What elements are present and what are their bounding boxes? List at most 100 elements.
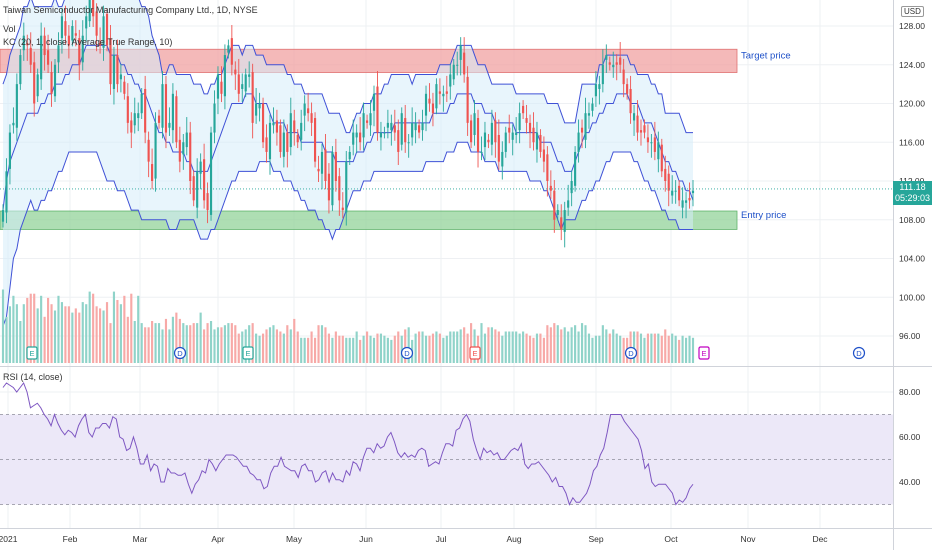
candle-body: [504, 132, 507, 152]
volume-bar: [528, 335, 532, 363]
volume-layer: [1, 289, 695, 363]
candle-body: [341, 207, 344, 211]
volume-bar: [369, 335, 372, 363]
volume-bar: [147, 327, 150, 363]
candle-body: [88, 0, 91, 22]
volume-bar: [601, 325, 604, 363]
volume-bar: [352, 337, 355, 363]
candle-body: [546, 154, 549, 181]
candle-body: [47, 50, 50, 65]
volume-bar: [81, 302, 84, 363]
volume-bar: [133, 321, 136, 363]
candle-body: [109, 38, 112, 85]
candle-body: [244, 74, 247, 92]
candle-body: [594, 84, 597, 97]
price-tick-label: 128.00: [899, 21, 925, 31]
candle-body: [324, 149, 327, 181]
volume-bar: [681, 335, 684, 363]
candle-body: [553, 190, 556, 220]
volume-bar: [216, 327, 220, 363]
volume-bar: [154, 323, 157, 363]
candle-body: [535, 132, 539, 150]
candle-body: [404, 118, 407, 143]
candle-body: [480, 151, 483, 153]
candle-body: [428, 98, 431, 104]
candle-body: [293, 120, 296, 133]
last-price-badge: 111.18 05:29:03: [893, 181, 932, 205]
volume-bar: [78, 312, 81, 363]
candle-body: [241, 84, 244, 89]
volume-bar: [109, 323, 112, 363]
candle-body: [518, 113, 521, 131]
candle-body: [265, 137, 268, 152]
candle-body: [279, 125, 282, 152]
volume-bar: [203, 329, 206, 363]
volume-bar: [327, 333, 331, 363]
candle-body: [508, 127, 511, 133]
candle-body: [619, 57, 622, 65]
candle-body: [577, 132, 580, 152]
time-tick-label: 2021: [0, 534, 18, 544]
candle-body: [470, 120, 473, 143]
candle-body: [667, 173, 670, 191]
candle-body: [36, 74, 39, 97]
candle-body: [196, 171, 199, 208]
volume-bar: [684, 337, 688, 363]
candle-body: [164, 84, 168, 133]
candle-body: [331, 151, 334, 206]
volume-bar: [431, 333, 435, 363]
volume-bar: [268, 327, 272, 363]
candle-body: [119, 74, 122, 80]
candle-body: [560, 217, 563, 230]
volume-bar: [362, 335, 365, 363]
candle-body: [386, 122, 389, 128]
chart-title: Taiwan Semiconductor Manufacturing Compa…: [3, 5, 258, 15]
candle-body: [608, 62, 611, 65]
event-marker-label: D: [628, 349, 634, 358]
countdown: 05:29:03: [894, 193, 931, 203]
candle-body: [133, 113, 136, 126]
volume-bar: [553, 323, 556, 363]
event-marker-label: E: [472, 349, 477, 358]
candle-body: [605, 55, 608, 60]
volume-bar: [386, 337, 389, 363]
candle-body: [95, 11, 98, 36]
candle-body: [365, 120, 369, 123]
candle-body: [130, 120, 133, 133]
candle-body: [5, 171, 8, 213]
candle-body: [490, 122, 493, 145]
candle-body: [296, 134, 299, 143]
candle-body: [22, 35, 25, 51]
candle-body: [338, 176, 341, 201]
volume-bar: [99, 308, 102, 363]
volume-bar: [671, 333, 674, 363]
candle-body: [258, 103, 261, 109]
candle-body: [185, 132, 188, 148]
candle-body: [71, 26, 74, 41]
keltner-legend: KC (20, 1, close, Average True Range, 10…: [3, 37, 173, 47]
volume-bar: [622, 337, 625, 363]
volume-bar: [667, 335, 670, 363]
volume-bar: [497, 331, 500, 363]
candle-body: [407, 142, 410, 144]
volume-bar: [251, 323, 254, 363]
currency-button[interactable]: USD: [901, 6, 924, 17]
candle-body: [192, 176, 195, 201]
candle-body: [473, 113, 476, 135]
candle-body: [334, 151, 337, 181]
volume-bar: [67, 306, 70, 363]
volume-bar: [334, 331, 337, 363]
dividend-marker: [173, 346, 187, 360]
time-tick-label: Dec: [812, 534, 828, 544]
volume-bar: [522, 331, 525, 363]
volume-bar: [338, 335, 341, 363]
volume-bar: [258, 335, 261, 363]
dividend-marker: [400, 346, 414, 360]
candle-body: [157, 115, 161, 123]
volume-bar: [442, 337, 445, 363]
volume-bar: [542, 337, 545, 363]
candle-body: [431, 103, 435, 114]
volume-bar: [313, 337, 317, 363]
candle-body: [421, 122, 424, 131]
